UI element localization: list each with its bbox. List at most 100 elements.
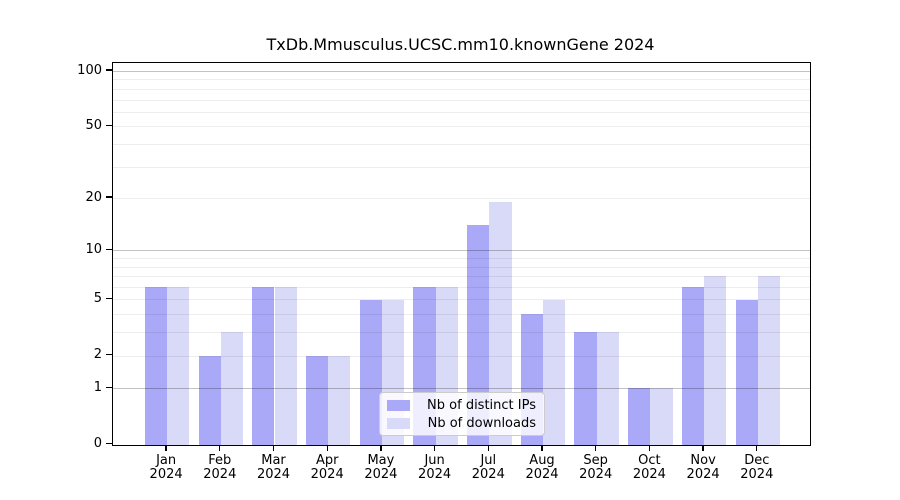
bar-ips-apr xyxy=(305,355,329,445)
bar-downloads-mar xyxy=(274,287,297,445)
x-tick-mark xyxy=(595,444,597,451)
x-tick-month: Feb xyxy=(208,452,232,468)
bar-downloads-dec xyxy=(757,276,781,445)
x-tick-month: Mar xyxy=(261,452,286,468)
x-tick-mark xyxy=(756,444,758,451)
x-tick-month: Oct xyxy=(638,452,661,468)
bar-ips-oct xyxy=(628,388,651,445)
gridline-major xyxy=(113,71,810,72)
gridline-minor xyxy=(113,143,810,145)
bar-downloads-feb xyxy=(220,332,244,445)
legend-label-distinct-ips: Nb of distinct IPs xyxy=(427,397,536,413)
gridline-minor xyxy=(113,126,810,128)
plot-area xyxy=(112,62,811,446)
y-tick-mark xyxy=(106,386,112,389)
x-tick-month: May xyxy=(367,452,395,468)
x-tick-mark xyxy=(272,444,275,451)
bar-ips-nov xyxy=(681,287,705,445)
bar-downloads-oct xyxy=(650,388,673,445)
x-tick-mark xyxy=(487,444,489,451)
gridline-minor xyxy=(113,99,810,101)
x-tick-month: Apr xyxy=(315,452,339,468)
x-tick-label: Apr 2024 xyxy=(295,452,359,483)
gridline-minor xyxy=(113,332,810,334)
gridline-minor xyxy=(113,111,810,113)
x-tick-month: Sep xyxy=(583,452,608,468)
gridline-minor xyxy=(113,276,810,278)
y-tick-label: 5 xyxy=(93,290,102,306)
x-tick-label: Jan 2024 xyxy=(134,452,198,483)
gridline-minor xyxy=(113,258,810,260)
y-tick-label: 0 xyxy=(93,436,102,451)
bar-ips-feb xyxy=(198,355,221,445)
gridline-minor xyxy=(113,266,810,268)
bar-downloads-sep xyxy=(596,332,619,445)
gridline-minor xyxy=(113,299,810,301)
x-tick-month: Jun xyxy=(424,452,445,468)
x-tick-year: 2024 xyxy=(471,467,505,482)
x-tick-year: 2024 xyxy=(149,467,183,482)
bar-downloads-aug xyxy=(543,299,566,445)
bar-ips-mar xyxy=(252,287,275,445)
x-tick-year: 2024 xyxy=(364,467,398,482)
legend-swatch-distinct-ips xyxy=(387,399,410,411)
bar-downloads-jan xyxy=(167,287,190,445)
y-tick-label: 10 xyxy=(85,241,102,257)
y-tick-label: 100 xyxy=(77,62,102,78)
x-tick-label: Oct 2024 xyxy=(617,452,681,483)
y-tick-mark xyxy=(106,124,112,126)
x-tick-month: Aug xyxy=(529,452,555,468)
bar-ips-jan xyxy=(144,287,168,445)
x-tick-mark xyxy=(165,444,167,451)
x-tick-label: Aug 2024 xyxy=(510,452,574,483)
legend: Nb of distinct IPs Nb of downloads xyxy=(379,392,545,436)
bar-ips-dec xyxy=(735,299,758,445)
x-tick-label: Sep 2024 xyxy=(564,452,628,483)
gridline-minor xyxy=(113,88,810,90)
legend-label-downloads: Nb of downloads xyxy=(427,415,536,431)
x-tick-month: Jul xyxy=(480,452,497,468)
y-tick-mark xyxy=(106,248,112,251)
x-tick-month: Nov xyxy=(690,452,716,468)
x-tick-year: 2024 xyxy=(740,467,774,482)
x-tick-mark xyxy=(702,444,704,451)
legend-row-distinct-ips: Nb of distinct IPs xyxy=(387,398,536,413)
x-tick-mark xyxy=(648,444,651,451)
x-tick-mark xyxy=(326,444,328,451)
x-tick-month: Jan xyxy=(156,452,177,468)
bar-ips-sep xyxy=(574,332,597,445)
gridline-major xyxy=(113,388,810,390)
x-tick-mark xyxy=(219,444,221,451)
x-tick-label: Jul 2024 xyxy=(456,452,520,483)
bar-ips-may xyxy=(359,299,382,445)
x-tick-year: 2024 xyxy=(632,467,666,482)
x-tick-mark xyxy=(541,444,543,451)
x-tick-year: 2024 xyxy=(579,467,613,482)
gridline-minor xyxy=(113,314,810,316)
x-tick-mark xyxy=(380,444,382,451)
x-tick-mark xyxy=(433,444,436,451)
y-tick-label: 50 xyxy=(85,117,102,133)
y-tick-label: 1 xyxy=(93,379,102,395)
y-tick-mark xyxy=(106,196,112,198)
gridline-minor xyxy=(113,79,810,81)
x-tick-label: Dec 2024 xyxy=(725,452,789,483)
x-tick-year: 2024 xyxy=(203,467,237,482)
legend-row-downloads: Nb of downloads xyxy=(387,416,536,431)
x-tick-year: 2024 xyxy=(525,467,559,482)
gridline-major xyxy=(113,250,810,252)
x-tick-label: Feb 2024 xyxy=(188,452,252,483)
gridline-minor xyxy=(113,287,810,289)
x-tick-month: Dec xyxy=(744,452,770,468)
bar-downloads-apr xyxy=(328,355,351,445)
bar-downloads-jul xyxy=(489,202,512,445)
x-tick-year: 2024 xyxy=(256,467,291,482)
bar-ips-jul xyxy=(467,225,490,445)
x-tick-year: 2024 xyxy=(686,467,720,482)
gridline-minor xyxy=(113,166,810,168)
x-tick-label: Nov 2024 xyxy=(671,452,735,483)
chart-title: TxDb.Mmusculus.UCSC.mm10.knownGene 2024 xyxy=(266,35,655,54)
x-tick-label: Mar 2024 xyxy=(242,452,306,483)
legend-swatch-downloads xyxy=(387,417,410,429)
